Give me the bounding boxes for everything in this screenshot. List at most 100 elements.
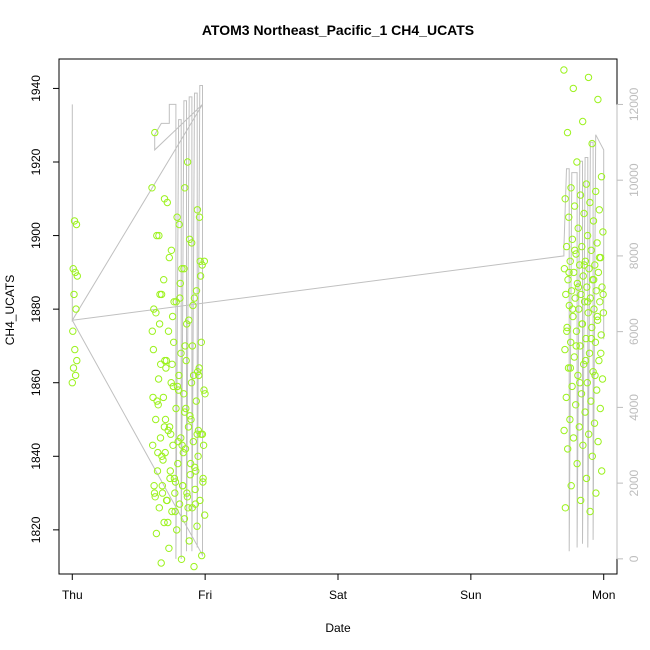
data-point: [192, 397, 201, 405]
data-point: [169, 441, 177, 449]
x-tick-label: Fri: [198, 588, 212, 602]
y2-tick-label: 10000: [627, 163, 641, 197]
data-point: [193, 430, 201, 438]
data-point: [576, 342, 584, 350]
data-point: [191, 463, 199, 471]
data-point: [582, 334, 590, 343]
data-point: [579, 272, 587, 280]
data-point: [570, 202, 579, 210]
data-point: [586, 198, 594, 207]
y-tick-label: 1900: [29, 222, 43, 249]
data-point: [567, 482, 575, 490]
data-point: [186, 471, 195, 479]
data-point: [159, 393, 168, 402]
data-point: [577, 290, 585, 299]
data-point: [150, 482, 158, 490]
data-point: [596, 298, 604, 306]
data-point: [166, 474, 174, 483]
data-point: [582, 474, 591, 483]
data-point: [155, 504, 164, 512]
data-point: [567, 184, 575, 192]
data-point: [594, 268, 603, 277]
data-point: [169, 382, 178, 391]
data-point: [565, 213, 573, 221]
y-axis: 1820 1840 1860 1880 1900 1920 1940: [29, 75, 60, 543]
plot-frame: [58, 58, 618, 575]
data-point: [191, 500, 200, 508]
data-point: [161, 415, 170, 424]
data-point: [587, 334, 596, 343]
data-point: [188, 239, 196, 247]
data-point: [167, 430, 175, 438]
data-point: [196, 272, 205, 280]
data-point: [160, 518, 168, 527]
data-point: [69, 265, 77, 273]
data-point: [165, 544, 173, 552]
data-point: [591, 371, 599, 380]
data-point: [194, 368, 202, 376]
data-point: [570, 353, 578, 361]
data-point: [179, 482, 187, 490]
data-point: [195, 213, 204, 221]
data-point: [151, 493, 159, 501]
data-point: [579, 441, 587, 449]
data-point: [175, 371, 183, 380]
data-point: [563, 323, 571, 332]
data-point: [573, 158, 581, 166]
data-point: [183, 320, 191, 328]
data-point: [179, 448, 188, 457]
data-point: [568, 382, 576, 391]
data-point: [163, 198, 172, 207]
data-point: [593, 316, 602, 324]
data-point: [153, 467, 162, 475]
data-point: [148, 184, 156, 192]
x-tick-label: Thu: [62, 588, 83, 602]
data-point: [173, 526, 181, 534]
data-point: [599, 309, 608, 317]
data-point: [580, 298, 589, 306]
data-point: [572, 250, 580, 258]
data-point: [598, 375, 607, 383]
data-point: [195, 371, 203, 380]
data-point: [568, 235, 577, 244]
data-point: [578, 320, 586, 328]
data-point: [198, 430, 207, 438]
data-point: [588, 139, 596, 148]
data-point: [156, 434, 165, 442]
data-point: [560, 66, 568, 74]
data-point: [575, 261, 584, 269]
data-point: [573, 279, 582, 288]
data-point: [182, 356, 190, 365]
data-point: [162, 496, 171, 505]
data-point: [158, 489, 167, 497]
data-point: [563, 128, 572, 137]
data-point: [168, 507, 176, 516]
data-point: [586, 294, 595, 302]
data-point: [598, 283, 606, 291]
data-point: [192, 467, 200, 475]
data-point: [171, 507, 179, 516]
data-point: [197, 338, 206, 346]
data-point: [186, 412, 194, 420]
data-point: [593, 239, 601, 247]
data-point: [587, 246, 595, 255]
data-point: [591, 338, 600, 346]
data-point: [165, 253, 174, 262]
data-point: [194, 426, 203, 435]
data-point: [166, 467, 175, 475]
data-point: [560, 426, 568, 435]
data-point: [164, 327, 173, 335]
data-point: [566, 257, 574, 265]
data-point: [150, 489, 159, 497]
data-point: [153, 397, 161, 405]
data-point: [168, 360, 176, 368]
data-point: [597, 173, 606, 181]
data-point: [595, 356, 603, 365]
data-point: [168, 312, 177, 321]
data-point: [562, 242, 571, 251]
data-point: [597, 349, 605, 357]
data-point: [154, 401, 162, 409]
data-point: [187, 379, 196, 387]
data-point: [149, 441, 157, 449]
